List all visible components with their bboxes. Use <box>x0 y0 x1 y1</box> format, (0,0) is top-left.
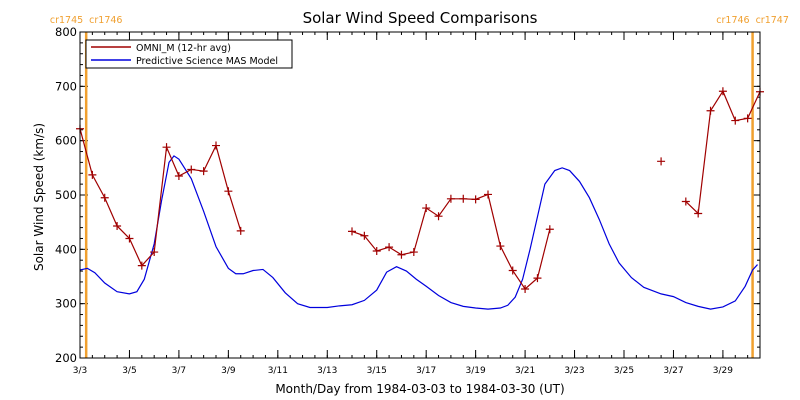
data-point-omni <box>471 195 480 204</box>
data-point-omni <box>125 234 134 243</box>
data-point-omni <box>694 209 703 218</box>
y-tick-label: 300 <box>55 297 77 311</box>
data-point-omni <box>422 204 431 213</box>
data-point-omni <box>174 171 183 180</box>
data-point-omni <box>533 274 542 283</box>
series-line-omni <box>79 128 242 267</box>
data-point-omni <box>224 187 233 196</box>
series-line-mas-model <box>79 155 758 310</box>
data-point-omni <box>731 116 740 125</box>
x-tick-label: 3/11 <box>268 366 288 376</box>
x-tick-label: 3/19 <box>466 366 486 376</box>
data-point-omni <box>212 141 220 150</box>
x-tick-label: 3/13 <box>317 366 337 376</box>
data-point-omni <box>372 246 381 255</box>
data-point-omni <box>459 194 468 203</box>
data-point-omni <box>484 190 492 199</box>
carrington-label-right: cr1746 <box>89 15 122 26</box>
x-tick-label: 3/23 <box>564 366 584 376</box>
data-point-omni <box>137 261 146 270</box>
tick-labels: 200 300 400 500 600 700 800 3/3 3/5 3/7 3/9 3/11 3/1… <box>55 25 733 376</box>
data-point-omni <box>681 197 690 206</box>
data-point-omni <box>718 87 727 96</box>
data-point-omni <box>397 250 406 259</box>
legend-label-omni: OMNI_M (12-hr avg) <box>136 43 231 54</box>
y-tick-label: 600 <box>55 134 77 148</box>
data-point-omni <box>150 248 159 257</box>
y-tick-label: 700 <box>55 79 77 93</box>
x-axis-label: Month/Day from 1984-03-03 to 1984-03-30 … <box>275 382 564 396</box>
legend: OMNI_M (12-hr avg) Predictive Science MA… <box>85 39 293 69</box>
data-point-omni <box>545 225 554 234</box>
data-point-omni <box>187 165 196 174</box>
legend-box <box>85 39 293 69</box>
y-tick-label: 800 <box>55 25 77 39</box>
carrington-label-left: cr1746 <box>716 15 749 26</box>
plot-frame <box>79 31 761 359</box>
data-point-omni <box>162 143 171 152</box>
legend-label-mas: Predictive Science MAS Model <box>136 56 278 67</box>
x-tick-label: 3/21 <box>515 366 535 376</box>
x-tick-label: 3/3 <box>73 366 87 376</box>
data-point-omni <box>508 266 517 275</box>
data-point-omni <box>446 194 455 203</box>
data-point-omni <box>113 221 122 230</box>
y-axis-label: Solar Wind Speed (km/s) <box>32 123 46 271</box>
data-point-omni <box>360 231 369 240</box>
data-point-omni <box>496 242 505 251</box>
x-tick-label: 3/25 <box>614 366 634 376</box>
data-point-omni <box>521 284 530 293</box>
data-point-omni <box>88 170 97 179</box>
data-point-omni <box>409 248 418 257</box>
x-tick-label: 3/15 <box>367 366 387 376</box>
carrington-markers: cr1745 cr1746 cr1746 cr1747 <box>50 15 789 358</box>
x-tick-label: 3/27 <box>663 366 683 376</box>
data-point-omni <box>743 114 752 123</box>
chart-title: Solar Wind Speed Comparisons <box>303 9 538 27</box>
data-point-omni <box>199 167 208 176</box>
carrington-label-right: cr1747 <box>756 15 789 26</box>
data-point-omni <box>348 227 356 236</box>
x-tick-label: 3/5 <box>122 366 136 376</box>
x-tick-label: 3/7 <box>172 366 186 376</box>
carrington-label-left: cr1745 <box>50 15 83 26</box>
x-tick-label: 3/9 <box>221 366 236 376</box>
data-point-omni <box>434 212 443 221</box>
data-point-omni <box>385 243 394 252</box>
x-tick-label: 3/17 <box>416 366 436 376</box>
data-point-omni <box>100 193 109 202</box>
y-tick-label: 500 <box>55 188 77 202</box>
data-point-omni <box>706 106 715 115</box>
data-series <box>76 87 764 310</box>
y-tick-label: 400 <box>55 242 77 256</box>
x-tick-label: 3/29 <box>713 366 733 376</box>
data-point-omni <box>657 157 666 166</box>
y-tick-label: 200 <box>55 351 77 365</box>
data-point-omni <box>236 226 245 235</box>
